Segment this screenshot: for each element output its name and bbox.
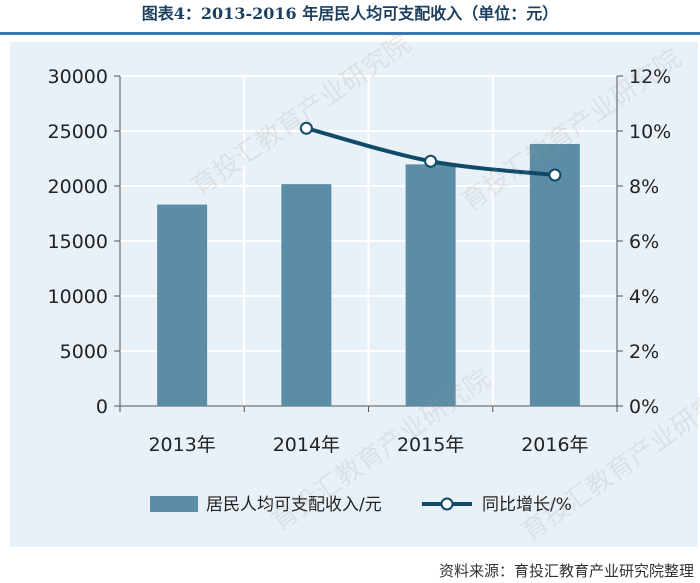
growth-point-2014年 (299, 121, 313, 135)
x-tick-label: 2015年 (397, 434, 464, 456)
chart-panel: 0 5000 10000 15000 20000 25000 30000 0% 2% 4% 6% 8%… (10, 42, 698, 547)
chart-title: 图表4：2013-2016 年居民人均可支配收入（单位：元） (141, 4, 559, 23)
legend-bar-label: 居民人均可支配收入/元 (206, 495, 382, 515)
y-right-tick-label: 4% (629, 286, 659, 308)
y-left-tick-label: 0 (96, 396, 108, 418)
y-left-tick-label: 30000 (48, 66, 108, 88)
y-right-tick-label: 6% (629, 231, 659, 253)
y-left-tick-label: 10000 (48, 286, 108, 308)
y-left-tick-label: 20000 (48, 176, 108, 198)
x-tick-label: 2016年 (521, 434, 588, 456)
x-tick-label: 2013年 (148, 434, 215, 456)
y-right-tick-label: 10% (629, 121, 671, 143)
growth-point-2015年 (424, 154, 438, 168)
bar-2014年 (281, 184, 332, 406)
chart-svg: 0 5000 10000 15000 20000 25000 30000 0% 2% 4% 6% 8%… (48, 66, 672, 515)
y-right-tick-label: 8% (629, 176, 659, 198)
growth-point-2016年 (548, 168, 562, 182)
y-right-tick-label: 12% (629, 66, 671, 88)
legend-line-label: 同比增长/% (482, 495, 572, 515)
legend-bar-swatch (150, 496, 198, 512)
y-right-tick-label: 2% (629, 341, 659, 363)
y-left-tick-label: 25000 (48, 121, 108, 143)
legend-line-marker (440, 497, 454, 511)
bar-2015年 (405, 164, 456, 406)
y-left-tick-label: 15000 (48, 231, 108, 253)
title-rule (0, 32, 700, 35)
bar-2013年 (157, 204, 208, 406)
y-right-tick-label: 0% (629, 396, 659, 418)
bar-2016年 (529, 143, 580, 406)
source-note: 资料来源：育投汇教育产业研究院整理 (438, 562, 694, 580)
x-tick-label: 2014年 (273, 434, 340, 456)
y-left-tick-label: 5000 (60, 341, 108, 363)
